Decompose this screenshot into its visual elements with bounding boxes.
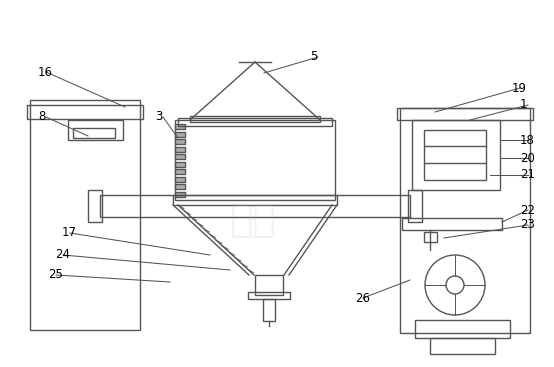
Text: 3: 3 (155, 110, 162, 124)
Bar (248, 292, 290, 299)
Bar (408, 190, 422, 222)
Text: 19: 19 (512, 81, 527, 94)
Bar (30, 100, 140, 330)
Bar (68, 120, 123, 140)
Bar (400, 108, 530, 333)
Bar (190, 116, 320, 122)
Text: 20: 20 (520, 152, 535, 164)
Text: 16: 16 (38, 65, 53, 79)
Text: 24: 24 (55, 248, 70, 262)
Bar (100, 195, 410, 217)
Text: 23: 23 (520, 218, 535, 232)
Text: 18: 18 (520, 134, 535, 146)
Bar (175, 154, 185, 159)
Bar (175, 139, 185, 144)
Bar (73, 128, 115, 138)
Bar (424, 232, 437, 242)
Text: 21: 21 (520, 168, 535, 182)
Bar (412, 120, 500, 190)
Text: 8: 8 (38, 110, 45, 124)
Bar (175, 169, 185, 174)
Bar (255, 275, 283, 295)
Bar (88, 190, 102, 222)
Bar (27, 105, 143, 119)
Bar (263, 299, 275, 321)
Bar (175, 124, 185, 129)
Text: 1: 1 (520, 98, 527, 112)
Bar (402, 218, 502, 230)
Bar (175, 177, 185, 182)
Bar (178, 118, 332, 126)
Bar (175, 120, 335, 200)
Bar (173, 195, 337, 205)
Bar (415, 320, 510, 338)
Bar (424, 130, 486, 180)
Bar (397, 108, 533, 120)
Bar (175, 184, 185, 189)
Bar (175, 146, 185, 152)
Bar (430, 338, 495, 354)
Text: 17: 17 (62, 226, 77, 240)
Text: 泰德: 泰德 (229, 201, 275, 239)
Text: 22: 22 (520, 203, 535, 217)
Bar (175, 131, 185, 137)
Text: 25: 25 (48, 269, 63, 281)
Text: 5: 5 (310, 51, 317, 63)
Bar (175, 161, 185, 167)
Text: 26: 26 (355, 291, 370, 305)
Bar (175, 192, 185, 196)
